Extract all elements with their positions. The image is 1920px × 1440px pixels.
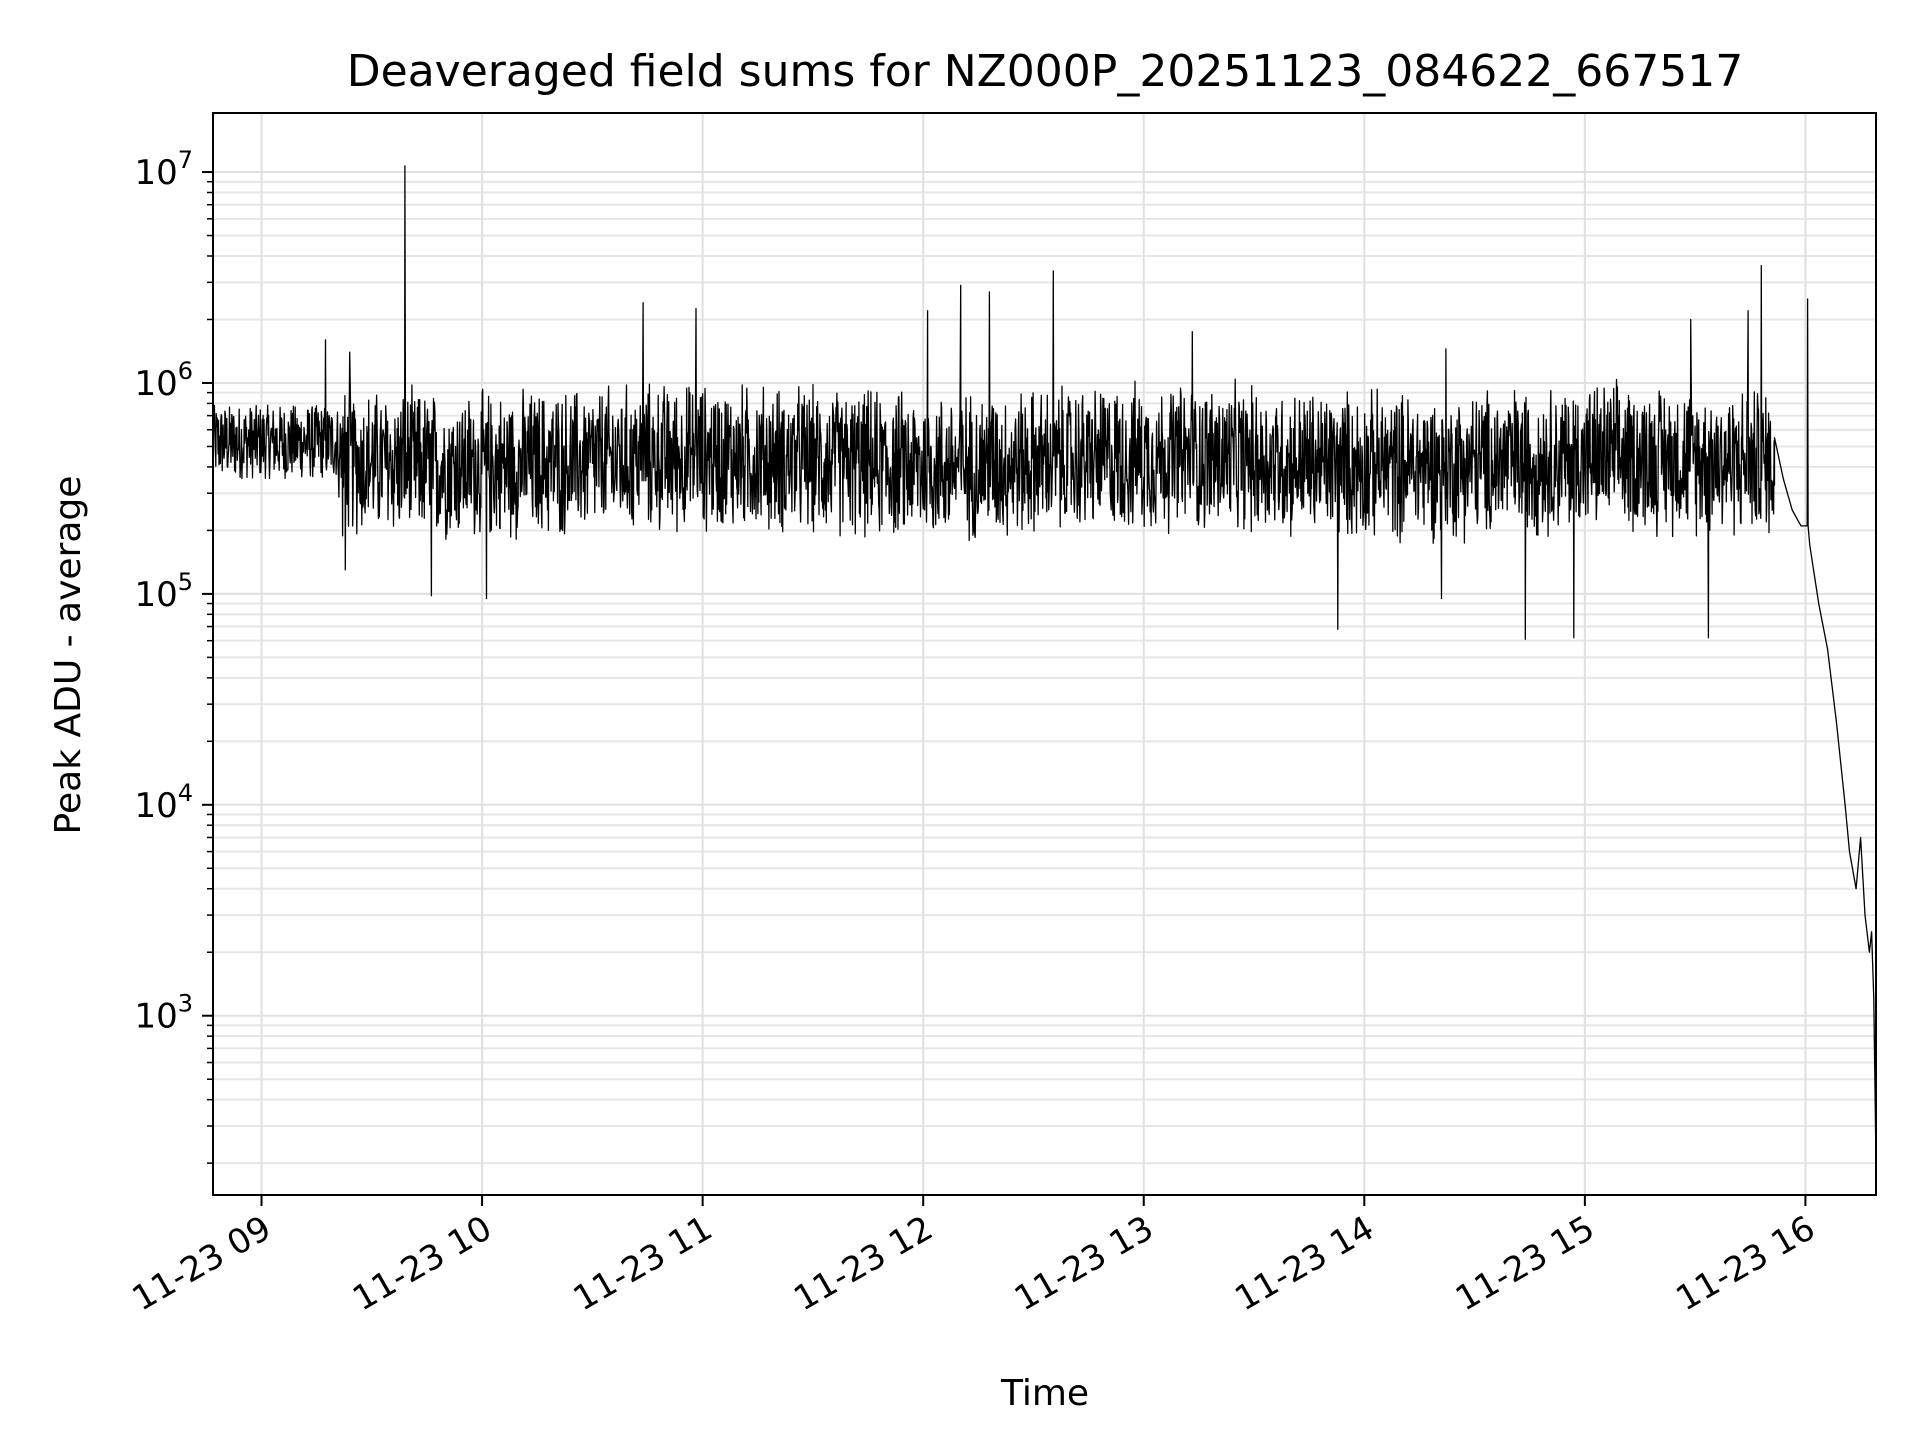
- y-tick-label-exponent: 5: [178, 568, 193, 596]
- x-axis-label: Time: [1000, 1373, 1089, 1414]
- plot-frame: [212, 112, 1877, 1196]
- y-tick-label: 106: [134, 357, 193, 404]
- y-tick-label-exponent: 4: [178, 779, 193, 807]
- y-tick-label-base: 10: [134, 786, 177, 826]
- y-tick-label-base: 10: [134, 364, 177, 404]
- y-tick-label-exponent: 3: [178, 990, 193, 1018]
- chart-title: Deaveraged field sums for NZ000P_2025112…: [347, 46, 1743, 97]
- y-tick-label-base: 10: [134, 575, 177, 615]
- y-tick-label: 104: [134, 779, 193, 826]
- grid: [213, 113, 1876, 1195]
- series-group: [212, 165, 1877, 1164]
- y-tick-label: 103: [134, 990, 193, 1037]
- series-line: [212, 165, 1877, 1164]
- y-tick-label: 107: [134, 146, 193, 193]
- y-tick-label: 105: [134, 568, 193, 615]
- y-axis-label: Peak ADU - average: [48, 476, 89, 835]
- y-tick-label-exponent: 7: [178, 146, 193, 174]
- y-tick-label-base: 10: [134, 153, 177, 193]
- y-tick-label-base: 10: [134, 997, 177, 1037]
- y-tick-label-exponent: 6: [178, 357, 193, 385]
